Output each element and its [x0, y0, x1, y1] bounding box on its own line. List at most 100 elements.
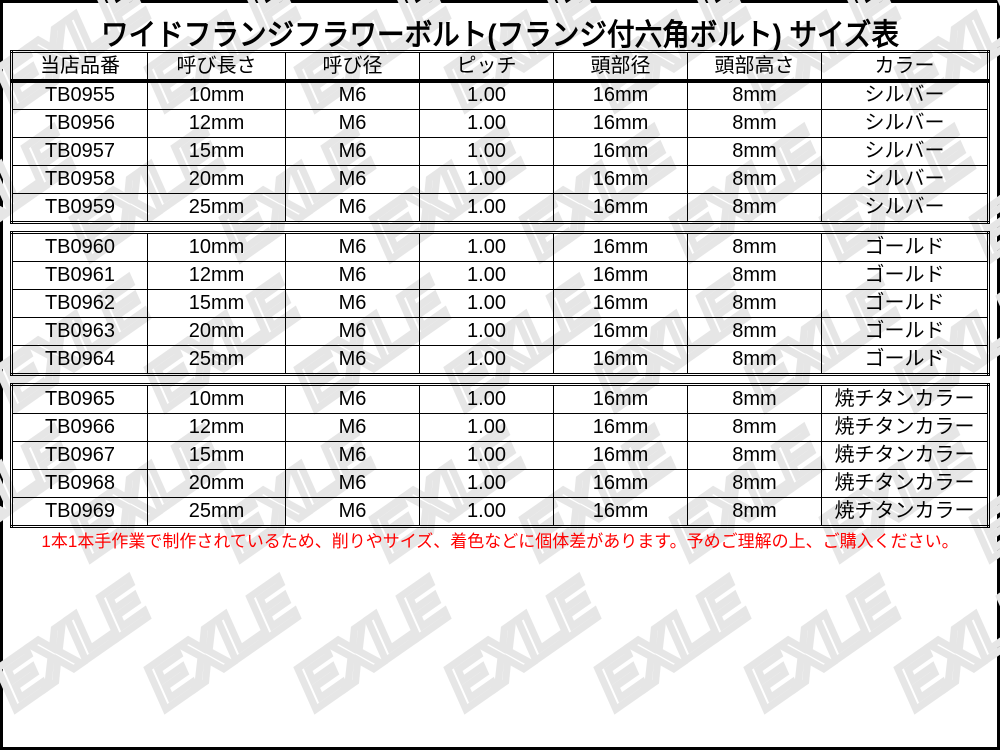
column-header-length: 呼び長さ	[147, 51, 286, 82]
cell-color: シルバー	[821, 109, 989, 138]
cell-length: 25mm	[147, 345, 286, 375]
cell-product-code: TB0965	[11, 384, 148, 414]
cell-length: 25mm	[147, 497, 286, 527]
cell-head-diameter: 16mm	[553, 289, 688, 318]
cell-length: 12mm	[147, 109, 286, 138]
cell-diameter: M6	[285, 109, 420, 138]
cell-diameter: M6	[285, 345, 420, 375]
cell-product-code: TB0960	[11, 232, 148, 262]
table-row: TB0969 25mm M6 1.00 16mm 8mm 焼チタンカラー	[11, 497, 989, 527]
cell-length: 15mm	[147, 137, 286, 166]
table-row: TB0960 10mm M6 1.00 16mm 8mm ゴールド	[11, 232, 989, 262]
column-header-product-code: 当店品番	[11, 51, 148, 82]
column-header-head-height: 頭部高さ	[687, 51, 822, 82]
cell-diameter: M6	[285, 80, 420, 110]
cell-head-diameter: 16mm	[553, 317, 688, 346]
disclaimer-note: 1本1本手作業で制作されているため、削りやサイズ、着色などに個体差があります。予…	[41, 532, 959, 551]
cell-length: 12mm	[147, 261, 286, 290]
cell-product-code: TB0969	[11, 497, 148, 527]
cell-head-diameter: 16mm	[553, 165, 688, 194]
cell-color: 焼チタンカラー	[821, 497, 989, 527]
cell-pitch: 1.00	[419, 232, 554, 262]
cell-color: ゴールド	[821, 317, 989, 346]
cell-pitch: 1.00	[419, 384, 554, 414]
cell-head-diameter: 16mm	[553, 441, 688, 470]
column-header-color: カラー	[821, 51, 989, 82]
header-row: 当店品番 呼び長さ 呼び径 ピッチ 頭部径 頭部高さ カラー	[11, 51, 989, 82]
cell-diameter: M6	[285, 413, 420, 442]
cell-length: 20mm	[147, 165, 286, 194]
table-row: TB0963 20mm M6 1.00 16mm 8mm ゴールド	[11, 317, 989, 346]
table-row: TB0968 20mm M6 1.00 16mm 8mm 焼チタンカラー	[11, 469, 989, 498]
cell-length: 15mm	[147, 289, 286, 318]
cell-diameter: M6	[285, 165, 420, 194]
cell-length: 10mm	[147, 80, 286, 110]
cell-color: シルバー	[821, 193, 989, 223]
cell-head-height: 8mm	[687, 165, 822, 194]
cell-head-height: 8mm	[687, 497, 822, 527]
cell-product-code: TB0966	[11, 413, 148, 442]
cell-pitch: 1.00	[419, 165, 554, 194]
size-table-header: 当店品番 呼び長さ 呼び径 ピッチ 頭部径 頭部高さ カラー	[10, 50, 990, 83]
cell-pitch: 1.00	[419, 193, 554, 223]
cell-pitch: 1.00	[419, 413, 554, 442]
cell-head-height: 8mm	[687, 413, 822, 442]
cell-length: 10mm	[147, 384, 286, 414]
cell-product-code: TB0956	[11, 109, 148, 138]
cell-color: シルバー	[821, 165, 989, 194]
table-row: TB0959 25mm M6 1.00 16mm 8mm シルバー	[11, 193, 989, 223]
cell-diameter: M6	[285, 232, 420, 262]
cell-product-code: TB0962	[11, 289, 148, 318]
cell-head-height: 8mm	[687, 384, 822, 414]
cell-head-diameter: 16mm	[553, 109, 688, 138]
cell-head-diameter: 16mm	[553, 384, 688, 414]
cell-pitch: 1.00	[419, 469, 554, 498]
cell-color: ゴールド	[821, 261, 989, 290]
cell-product-code: TB0963	[11, 317, 148, 346]
cell-diameter: M6	[285, 441, 420, 470]
table-row: TB0958 20mm M6 1.00 16mm 8mm シルバー	[11, 165, 989, 194]
cell-color: シルバー	[821, 80, 989, 110]
table-row: TB0957 15mm M6 1.00 16mm 8mm シルバー	[11, 137, 989, 166]
cell-head-diameter: 16mm	[553, 413, 688, 442]
table-row: TB0964 25mm M6 1.00 16mm 8mm ゴールド	[11, 345, 989, 375]
cell-color: シルバー	[821, 137, 989, 166]
cell-head-diameter: 16mm	[553, 193, 688, 223]
cell-pitch: 1.00	[419, 497, 554, 527]
cell-head-height: 8mm	[687, 441, 822, 470]
cell-length: 20mm	[147, 317, 286, 346]
cell-head-height: 8mm	[687, 261, 822, 290]
cell-pitch: 1.00	[419, 80, 554, 110]
cell-product-code: TB0964	[11, 345, 148, 375]
column-header-diameter: 呼び径	[285, 51, 420, 82]
cell-color: ゴールド	[821, 345, 989, 375]
cell-pitch: 1.00	[419, 289, 554, 318]
cell-pitch: 1.00	[419, 345, 554, 375]
table-row: TB0961 12mm M6 1.00 16mm 8mm ゴールド	[11, 261, 989, 290]
cell-color: ゴールド	[821, 232, 989, 262]
column-header-head-diameter: 頭部径	[553, 51, 688, 82]
page-title: ワイドフランジフラワーボルト(フランジ付六角ボルト) サイズ表	[100, 19, 900, 52]
table-row: TB0956 12mm M6 1.00 16mm 8mm シルバー	[11, 109, 989, 138]
size-table-titanium: TB0965 10mm M6 1.00 16mm 8mm 焼チタンカラー TB0966 12mm…	[10, 383, 990, 528]
cell-color: 焼チタンカラー	[821, 441, 989, 470]
cell-length: 25mm	[147, 193, 286, 223]
cell-head-diameter: 16mm	[553, 469, 688, 498]
cell-diameter: M6	[285, 261, 420, 290]
cell-head-diameter: 16mm	[553, 345, 688, 375]
cell-length: 10mm	[147, 232, 286, 262]
cell-pitch: 1.00	[419, 261, 554, 290]
cell-pitch: 1.00	[419, 137, 554, 166]
cell-length: 20mm	[147, 469, 286, 498]
cell-color: 焼チタンカラー	[821, 469, 989, 498]
table-row: TB0955 10mm M6 1.00 16mm 8mm シルバー	[11, 80, 989, 110]
cell-head-height: 8mm	[687, 109, 822, 138]
cell-diameter: M6	[285, 384, 420, 414]
cell-head-height: 8mm	[687, 80, 822, 110]
cell-head-height: 8mm	[687, 193, 822, 223]
size-table-silver: TB0955 10mm M6 1.00 16mm 8mm シルバー TB0956 12mm M6 1…	[10, 79, 990, 224]
cell-pitch: 1.00	[419, 317, 554, 346]
cell-color: 焼チタンカラー	[821, 384, 989, 414]
cell-diameter: M6	[285, 137, 420, 166]
